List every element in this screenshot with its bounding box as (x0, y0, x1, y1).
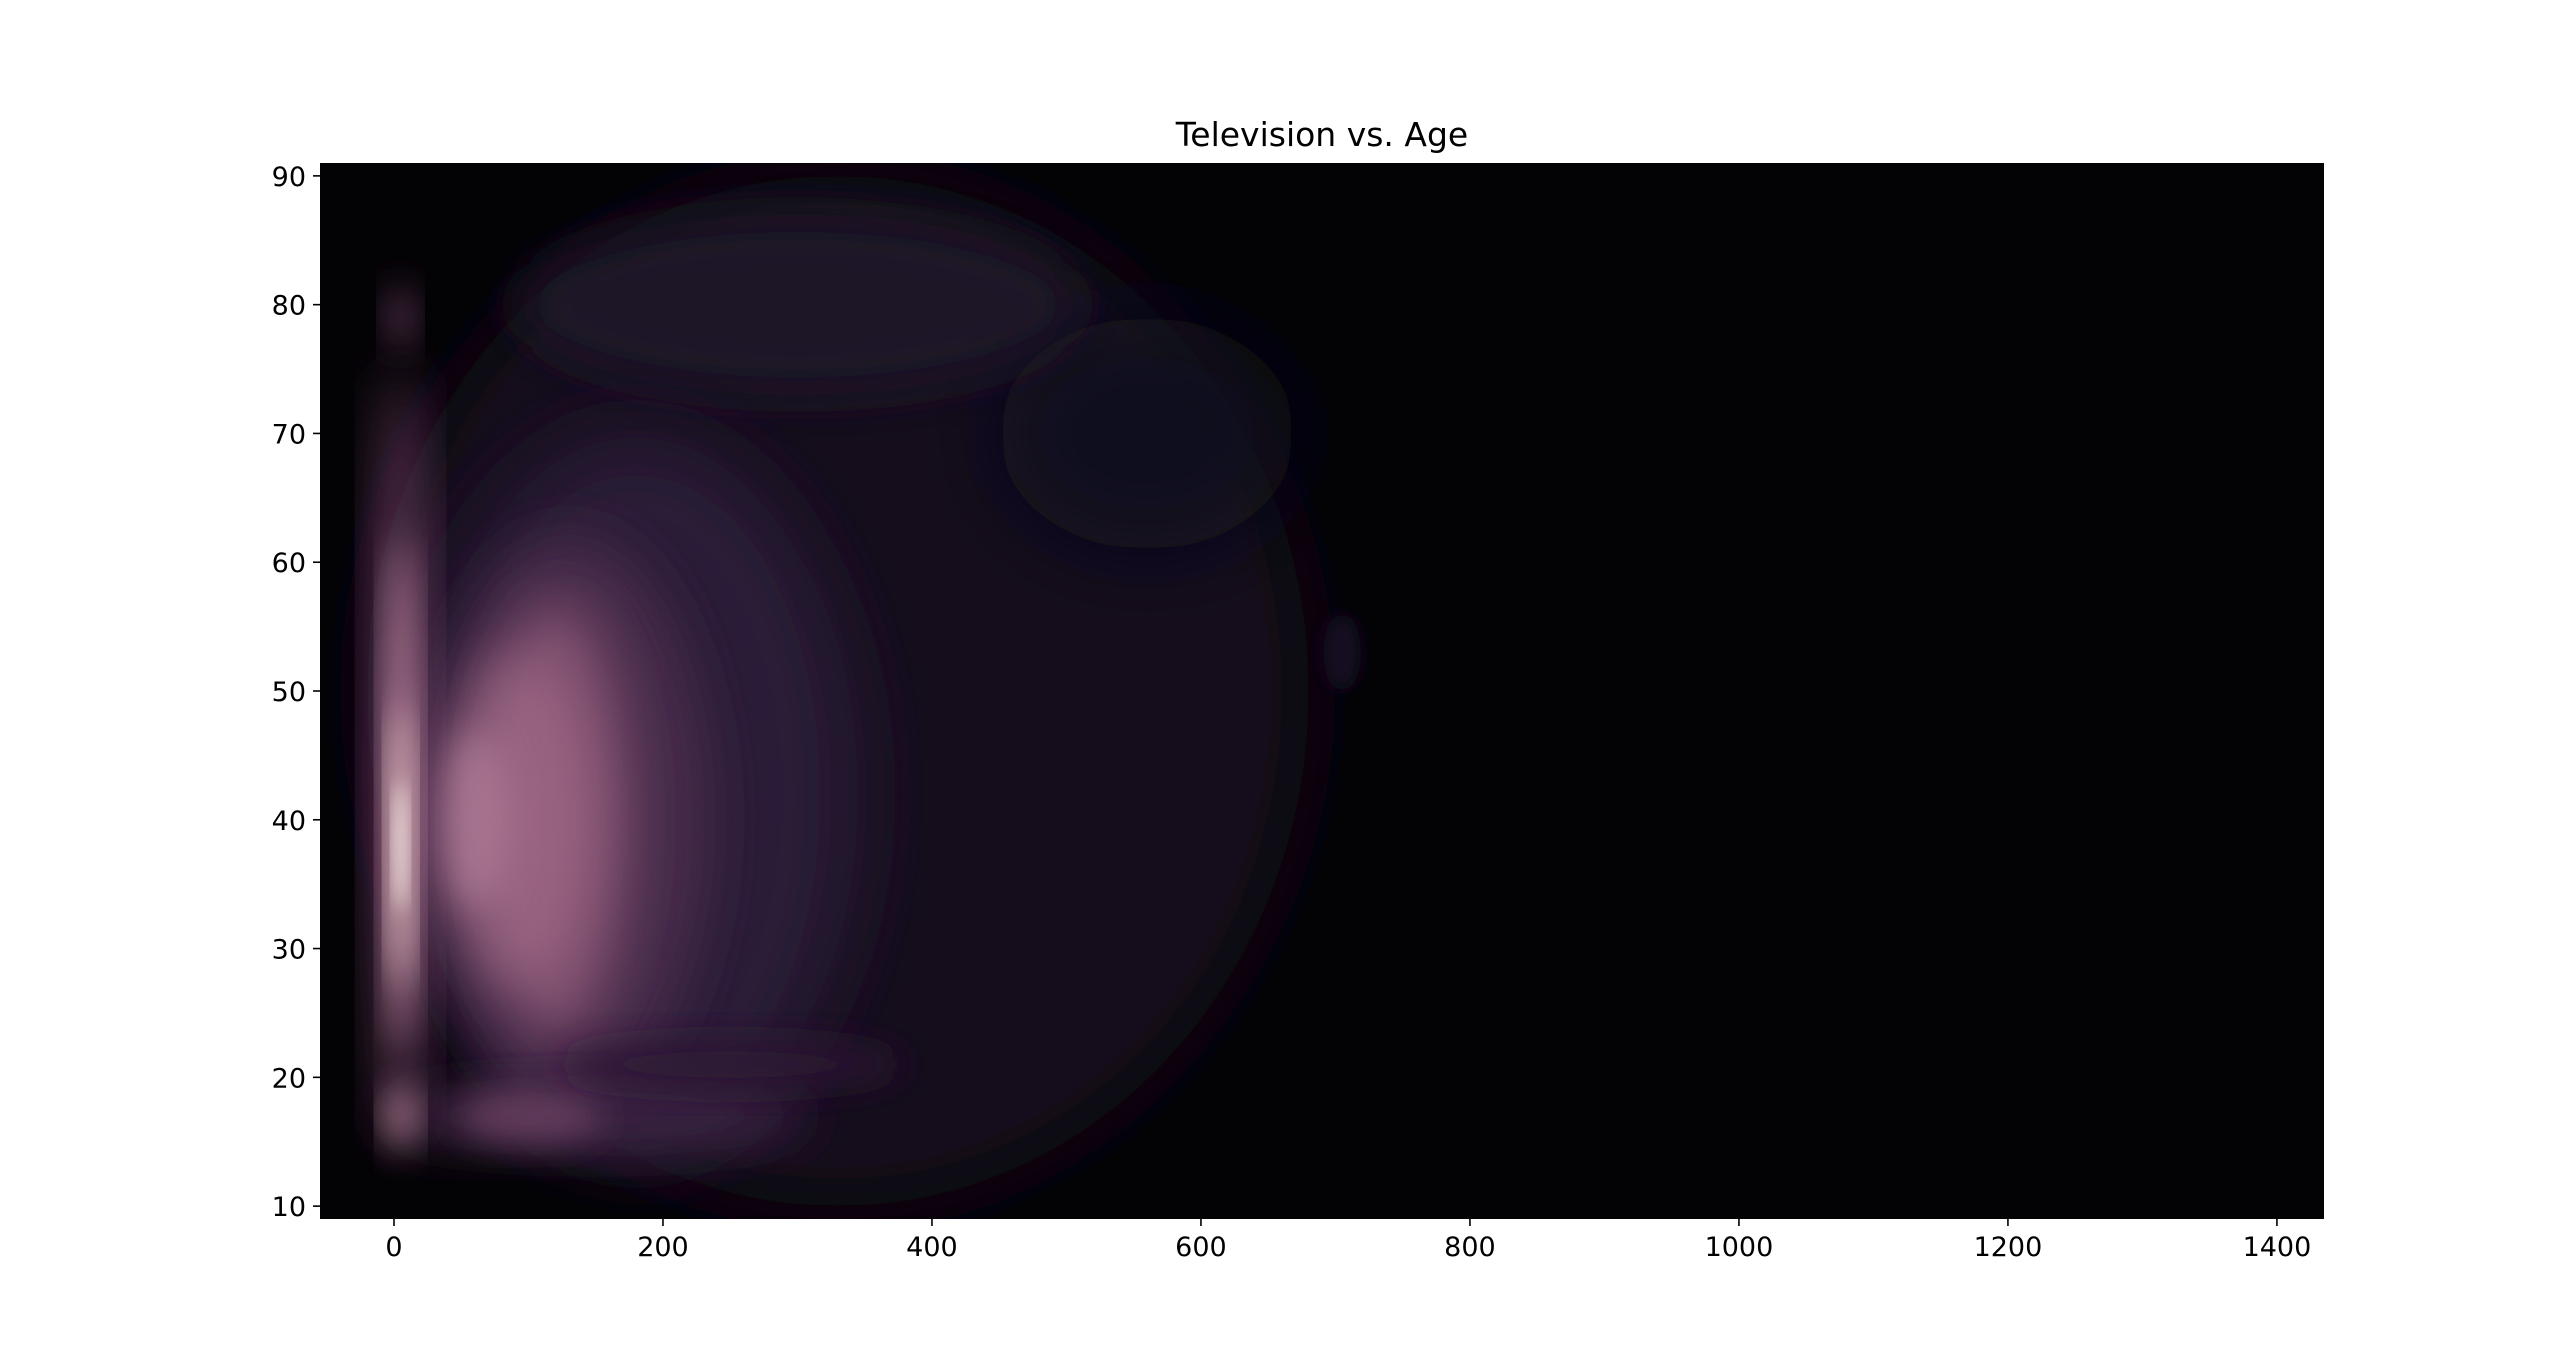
density-peak-17 (387, 1083, 415, 1149)
density-band-80 (515, 214, 1080, 395)
x-tick-label: 1200 (1974, 1232, 2043, 1263)
y-axis: 10 20 30 40 50 60 70 80 90 (272, 162, 320, 1223)
x-tick-label: 1000 (1705, 1232, 1774, 1263)
x-tick-label: 600 (1175, 1232, 1227, 1263)
density-band-17-core (454, 1090, 603, 1142)
y-tick-label: 80 (272, 291, 306, 322)
density-peak (395, 781, 407, 910)
density-band-21 (555, 1038, 906, 1091)
density-island (1323, 613, 1362, 691)
y-tick-label: 20 (272, 1063, 306, 1094)
density-peak-79 (388, 285, 413, 350)
x-tick-label: 400 (906, 1232, 958, 1263)
x-tick-label: 1400 (2243, 1232, 2312, 1263)
y-tick-label: 70 (272, 419, 306, 450)
density-secondary-60 (441, 729, 509, 910)
x-tick-label: 0 (385, 1232, 402, 1263)
x-axis: 0 200 400 600 800 1000 1200 1400 (385, 1219, 2311, 1263)
y-tick-label: 40 (272, 806, 306, 837)
chart-title: Television vs. Age (1175, 115, 1469, 154)
y-tick-label: 30 (272, 935, 306, 966)
density-layer (367, 175, 1362, 1207)
y-tick-label: 90 (272, 162, 306, 193)
y-tick-label: 10 (272, 1192, 306, 1223)
y-tick-label: 60 (272, 548, 306, 579)
density-envelope-upper (999, 317, 1296, 550)
x-tick-label: 200 (637, 1232, 689, 1263)
x-tick-label: 800 (1444, 1232, 1496, 1263)
y-tick-label: 50 (272, 677, 306, 708)
